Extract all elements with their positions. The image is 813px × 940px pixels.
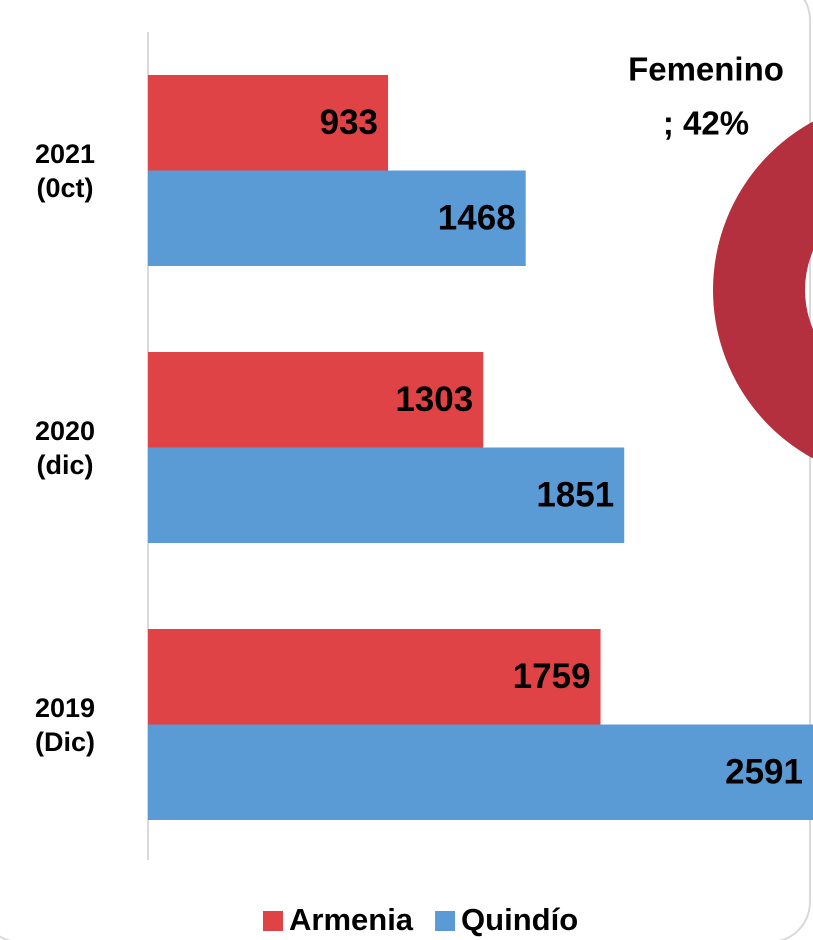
category-label: 2020 (dic) <box>34 415 96 480</box>
bar <box>148 447 625 543</box>
legend-label: Quindío <box>461 902 578 937</box>
data-label: 1759 <box>513 657 591 696</box>
data-label: 1468 <box>438 199 516 238</box>
category-label: 2019 (Dic) <box>34 692 96 757</box>
legend-label: Armenia <box>289 902 414 937</box>
data-label: 1851 <box>536 476 614 515</box>
category-label: 2021 (0ct) <box>34 138 96 203</box>
bar <box>148 724 813 820</box>
bar <box>148 352 484 448</box>
bar <box>148 629 601 725</box>
slice-value-label: ; 42% <box>663 105 749 142</box>
donut <box>713 121 813 459</box>
legend-swatch <box>435 911 456 931</box>
legend-swatch <box>263 911 283 931</box>
donut-slice <box>713 121 813 459</box>
data-label: 933 <box>320 103 378 142</box>
bar <box>148 170 526 266</box>
data-label: 2591 <box>725 753 803 792</box>
data-label: 1303 <box>395 380 473 419</box>
bar <box>148 75 389 171</box>
slice-label: Femenino <box>628 51 784 88</box>
